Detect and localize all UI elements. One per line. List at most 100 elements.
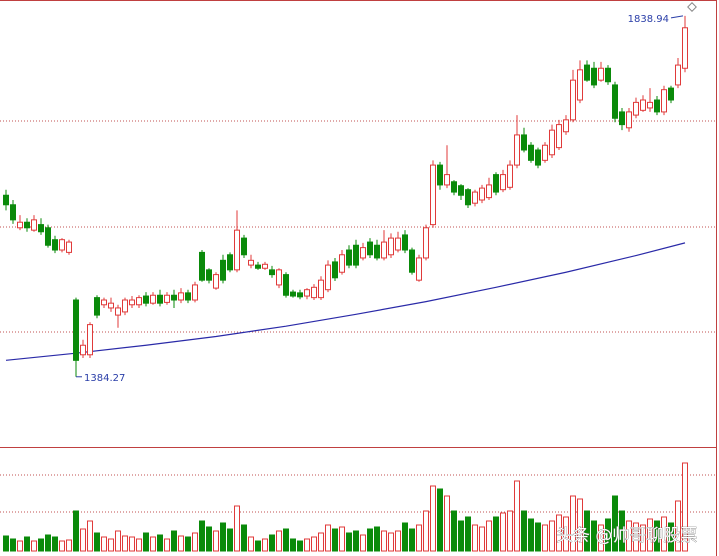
volume-bar <box>94 532 100 552</box>
candle-body <box>87 324 93 356</box>
candle-body <box>199 251 205 281</box>
volume-bar <box>430 485 436 552</box>
candle-body <box>423 227 429 259</box>
candle-body <box>59 239 65 251</box>
volume-bar <box>507 510 513 552</box>
volume-bar <box>304 538 310 552</box>
volume-bar <box>17 540 23 552</box>
candle-body <box>395 237 401 251</box>
candle-body <box>563 119 569 133</box>
volume-bar <box>367 528 373 552</box>
annotation-arrow <box>670 15 684 19</box>
candle-body <box>535 149 541 166</box>
candle-body <box>318 279 324 299</box>
volume-bar <box>255 540 261 552</box>
volume-bar <box>52 536 58 552</box>
candle-body <box>661 89 667 113</box>
volume-bar <box>556 514 562 552</box>
volume-bar <box>353 530 359 552</box>
volume-bar <box>178 535 184 552</box>
candle-body <box>647 101 653 109</box>
candle-body <box>332 261 338 279</box>
volume-bar <box>318 532 324 552</box>
volume-bar <box>73 510 79 552</box>
candle-body <box>31 219 37 231</box>
volume-bar <box>234 505 240 552</box>
volume-bar <box>514 480 520 552</box>
volume-bar <box>577 498 583 552</box>
moving-average <box>5 242 686 361</box>
volume-bar <box>486 520 492 552</box>
volume-bar <box>24 536 30 552</box>
volume-bar <box>465 516 471 552</box>
candle-body <box>626 111 632 129</box>
volume-bar <box>269 534 275 552</box>
high-label: 1838.94 <box>628 14 669 25</box>
candle-body <box>472 191 478 204</box>
candle-body <box>416 257 422 281</box>
candle-body <box>3 194 9 206</box>
volume-bar <box>500 512 506 552</box>
volume-bar <box>325 524 331 552</box>
volume-bar <box>395 530 401 552</box>
volume-bar <box>80 528 86 552</box>
candle-body <box>458 185 464 196</box>
candle-body <box>227 254 233 271</box>
volume-bar <box>605 518 611 552</box>
candle-body <box>668 87 674 101</box>
volume-bar <box>157 534 163 552</box>
candle-body <box>353 244 359 266</box>
candle-body <box>164 294 170 303</box>
candle-body <box>570 79 576 121</box>
volume-bar <box>619 510 625 552</box>
candle-body <box>388 237 394 256</box>
candle-body <box>528 144 534 161</box>
volume-bar <box>374 526 380 552</box>
candle-body <box>675 64 681 86</box>
volume-bar <box>388 532 394 552</box>
candle-body <box>430 164 436 226</box>
volume-bar <box>206 526 212 552</box>
candle-body <box>206 269 212 281</box>
candle-body <box>591 67 597 86</box>
candle-body <box>115 307 121 316</box>
candle-body <box>409 249 415 273</box>
candle-body <box>178 292 184 301</box>
candle-body <box>507 164 513 188</box>
candle-body <box>612 84 618 119</box>
volume-bar <box>612 495 618 552</box>
volume-bar <box>346 532 352 552</box>
candle-body <box>136 297 142 306</box>
volume-bar <box>115 530 121 552</box>
candle-body <box>640 99 646 111</box>
volume-bar <box>437 488 443 552</box>
candle-body <box>80 344 86 356</box>
volume-bar <box>66 539 72 552</box>
candle-body <box>584 64 590 81</box>
volume-bar <box>122 535 128 552</box>
volume-bar <box>129 536 135 552</box>
candle-body <box>150 294 156 304</box>
candle-body <box>500 174 506 191</box>
candle-body <box>38 224 44 233</box>
volume-bar <box>290 538 296 552</box>
volume-bar <box>584 510 590 552</box>
volume-bar <box>472 524 478 552</box>
volume-bar <box>647 518 653 552</box>
volume-bar <box>150 536 156 552</box>
volume-bar <box>10 538 16 552</box>
candle-body <box>73 299 79 361</box>
volume-bar <box>213 530 219 552</box>
volume-bar <box>542 524 548 552</box>
candle-body <box>213 274 219 289</box>
icon <box>687 2 697 12</box>
volume-bar <box>332 528 338 552</box>
candle-body <box>465 189 471 206</box>
volume-bar <box>416 524 422 552</box>
candle-body <box>444 174 450 186</box>
volume-bar <box>276 530 282 552</box>
volume-bar <box>640 524 646 552</box>
candle-body <box>94 297 100 316</box>
candle-body <box>157 294 163 304</box>
